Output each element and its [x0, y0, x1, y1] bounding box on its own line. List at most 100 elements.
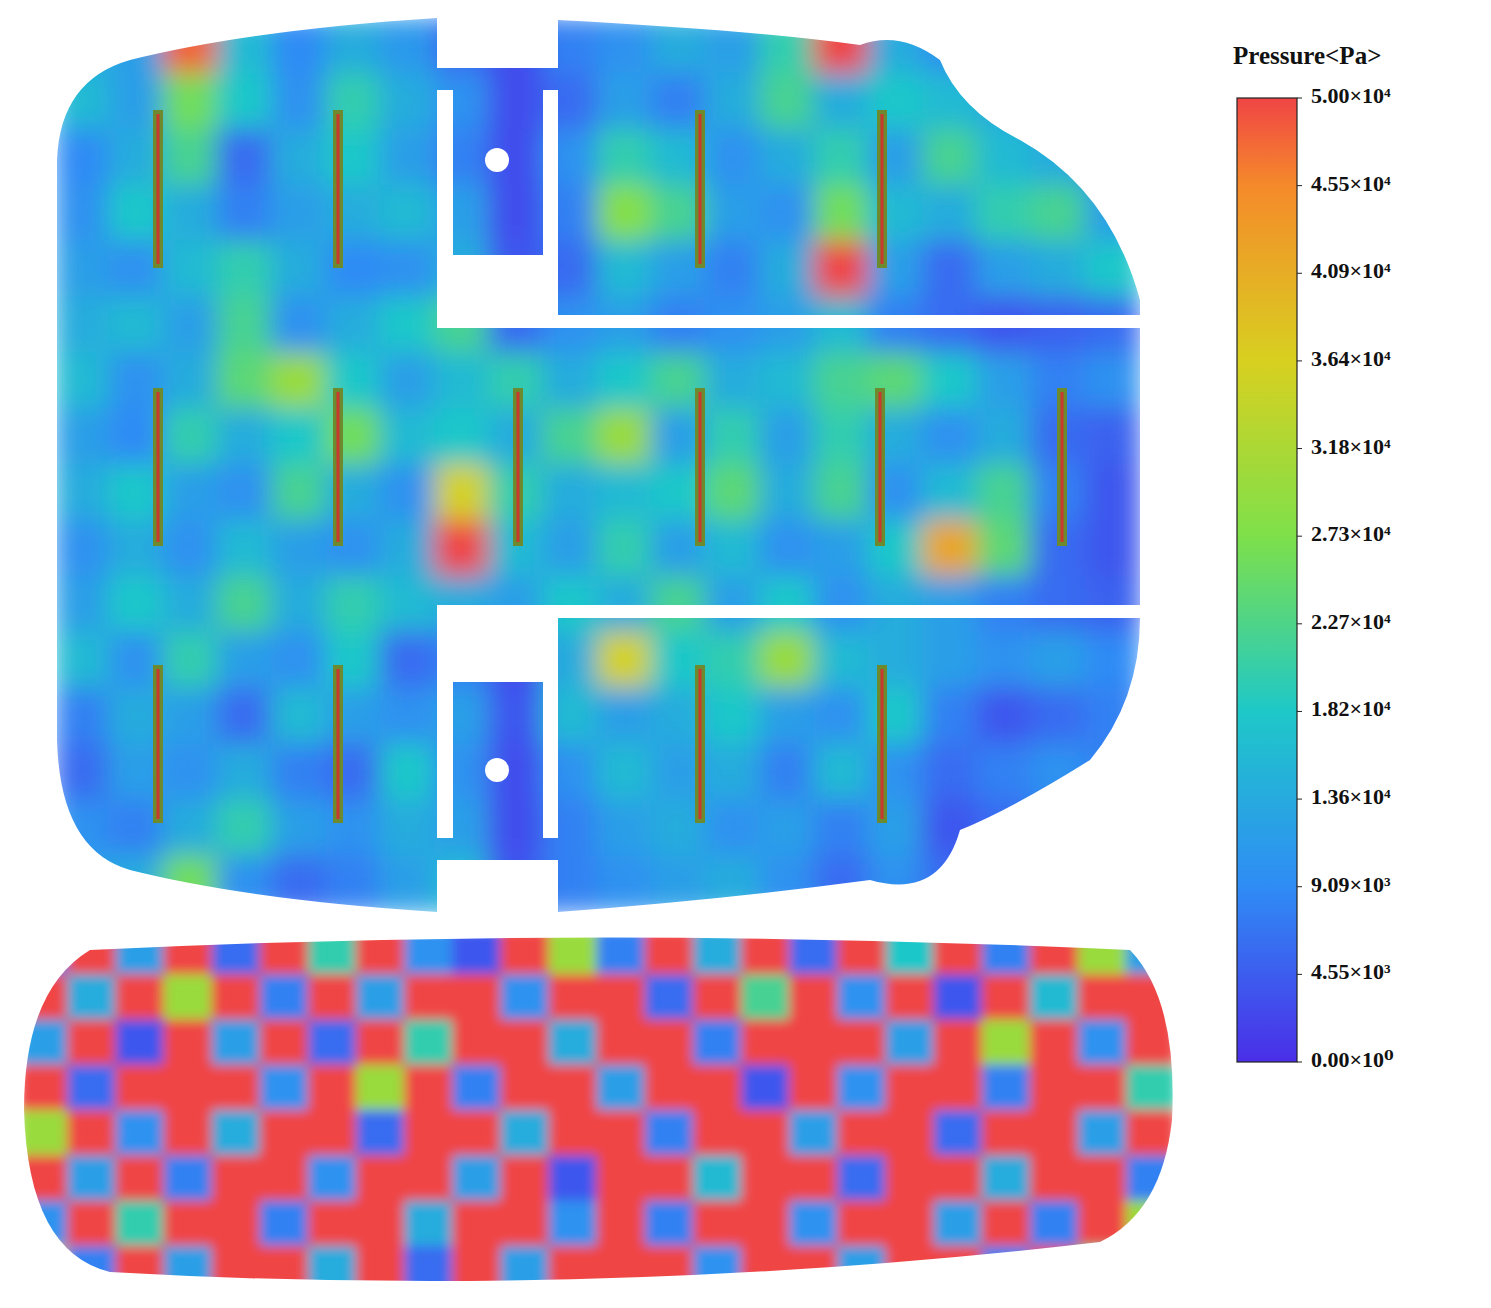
cell — [260, 1065, 310, 1112]
cell — [922, 185, 978, 243]
cell — [404, 1110, 454, 1157]
cell — [597, 974, 647, 1021]
cell — [542, 576, 598, 634]
cell — [542, 296, 598, 354]
cell — [1078, 1110, 1128, 1157]
cell — [542, 688, 598, 746]
cell — [163, 520, 219, 578]
cell — [217, 799, 273, 857]
cell — [500, 1020, 550, 1067]
cell — [982, 974, 1032, 1021]
cell — [759, 632, 815, 690]
cell — [1030, 1065, 1080, 1112]
cell — [645, 974, 695, 1021]
cell — [705, 799, 761, 857]
cell — [271, 688, 327, 746]
cell — [163, 688, 219, 746]
tick-label: 2.73×10⁴ — [1311, 521, 1391, 546]
cell — [163, 1155, 213, 1202]
cell — [271, 632, 327, 690]
cell — [1126, 1155, 1176, 1202]
cell — [789, 1155, 839, 1202]
cell — [976, 73, 1032, 131]
cell — [741, 1065, 791, 1112]
cell — [933, 974, 983, 1021]
cell — [108, 296, 164, 354]
cell — [163, 464, 219, 522]
cell — [452, 1201, 502, 1248]
cell — [217, 17, 273, 75]
strip — [695, 110, 705, 268]
strip — [877, 110, 887, 268]
cell — [693, 1201, 743, 1248]
cell — [308, 1201, 358, 1248]
cell — [741, 1246, 791, 1293]
cell — [705, 855, 761, 913]
cell — [548, 1065, 598, 1112]
cell — [488, 296, 544, 354]
cell — [597, 688, 653, 746]
cell — [759, 296, 815, 354]
cell — [789, 929, 839, 976]
cell — [271, 73, 327, 131]
cell — [693, 974, 743, 1021]
cell — [868, 855, 924, 913]
figure: 0.00×10⁰4.55×10³9.09×10³1.36×10⁴1.82×10⁴… — [0, 0, 1491, 1308]
tick-label: 4.09×10⁴ — [1311, 258, 1391, 283]
cell — [1085, 296, 1141, 354]
cell — [933, 1155, 983, 1202]
cell — [308, 1020, 358, 1067]
cell — [814, 464, 870, 522]
tick — [1297, 711, 1302, 712]
strip — [877, 665, 887, 823]
cell — [500, 1246, 550, 1293]
cell — [356, 929, 406, 976]
cell — [271, 352, 327, 410]
cell — [837, 1246, 887, 1293]
cell — [434, 241, 490, 299]
cell — [922, 241, 978, 299]
cell — [271, 408, 327, 466]
cell — [452, 1065, 502, 1112]
cell — [837, 1201, 887, 1248]
strip — [153, 110, 163, 268]
cell — [404, 929, 454, 976]
cell — [217, 743, 273, 801]
cell — [885, 1020, 935, 1067]
cell — [271, 799, 327, 857]
tick — [1297, 98, 1302, 99]
cell — [325, 855, 381, 913]
cell — [1085, 688, 1141, 746]
cell — [115, 1201, 165, 1248]
cell — [597, 352, 653, 410]
cell — [271, 241, 327, 299]
cell — [500, 1065, 550, 1112]
tick-label: 0.00×10⁰ — [1311, 1047, 1394, 1072]
cell — [922, 352, 978, 410]
cell — [488, 241, 544, 299]
cell — [868, 632, 924, 690]
cell — [500, 974, 550, 1021]
cell — [868, 241, 924, 299]
cell — [163, 855, 219, 913]
cell — [325, 576, 381, 634]
cell — [1030, 1201, 1080, 1248]
cell — [885, 1246, 935, 1293]
cell — [1126, 1020, 1176, 1067]
cell — [1078, 1246, 1128, 1293]
cell — [645, 1065, 695, 1112]
cell — [597, 1020, 647, 1067]
cell — [976, 632, 1032, 690]
cell — [1031, 73, 1087, 131]
cell — [982, 1065, 1032, 1112]
cell — [868, 73, 924, 131]
cell — [54, 296, 110, 354]
colorbar-ticks: 0.00×10⁰4.55×10³9.09×10³1.36×10⁴1.82×10⁴… — [1297, 83, 1394, 1072]
strip — [875, 388, 885, 546]
cell — [1085, 576, 1141, 634]
tick — [1297, 185, 1302, 186]
cell — [645, 1246, 695, 1293]
cell — [548, 1110, 598, 1157]
cell — [597, 17, 653, 75]
cell — [548, 974, 598, 1021]
